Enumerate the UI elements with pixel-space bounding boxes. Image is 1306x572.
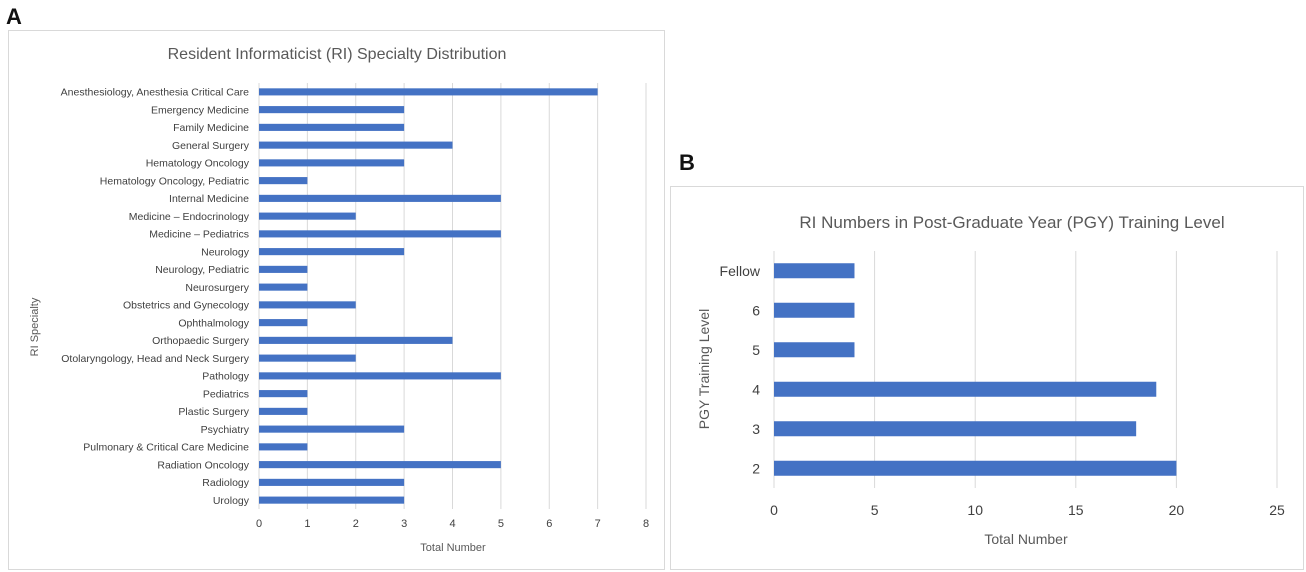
bar bbox=[259, 478, 405, 486]
specialty-x-axis-label: Total Number bbox=[420, 542, 486, 554]
pgy-chart-title: RI Numbers in Post-Graduate Year (PGY) T… bbox=[799, 213, 1224, 232]
category-label: Family Medicine bbox=[173, 122, 249, 134]
specialty-y-axis-label: RI Specialty bbox=[29, 297, 41, 356]
bar bbox=[259, 461, 501, 469]
bar bbox=[259, 177, 308, 185]
pgy-chart-svg: RI Numbers in Post-Graduate Year (PGY) T… bbox=[696, 213, 1285, 547]
x-tick-label: 2 bbox=[353, 518, 359, 530]
bar bbox=[259, 496, 405, 504]
bar bbox=[774, 263, 855, 279]
category-label: 5 bbox=[752, 342, 760, 358]
bar bbox=[259, 159, 405, 167]
bar bbox=[774, 460, 1177, 476]
x-tick-label: 1 bbox=[304, 518, 310, 530]
category-label: Medicine – Endocrinology bbox=[129, 211, 250, 223]
bar bbox=[259, 443, 308, 451]
bar bbox=[259, 336, 453, 344]
category-label: Otolaryngology, Head and Neck Surgery bbox=[61, 353, 249, 365]
x-tick-label: 4 bbox=[449, 518, 455, 530]
bar bbox=[259, 354, 356, 362]
category-label: 6 bbox=[752, 302, 760, 318]
bar bbox=[259, 141, 453, 149]
x-tick-label: 10 bbox=[967, 502, 983, 518]
category-label: Radiation Oncology bbox=[157, 459, 249, 471]
category-label: Anesthesiology, Anesthesia Critical Care bbox=[61, 87, 249, 99]
specialty-chart-title: Resident Informaticist (RI) Specialty Di… bbox=[168, 46, 507, 63]
bar bbox=[259, 265, 308, 273]
category-label: Neurosurgery bbox=[185, 282, 249, 294]
category-label: Plastic Surgery bbox=[178, 406, 249, 418]
category-label: General Surgery bbox=[172, 140, 250, 152]
category-label: Pathology bbox=[202, 371, 249, 383]
category-label: Hematology Oncology bbox=[146, 158, 250, 170]
bar bbox=[259, 283, 308, 291]
specialty-chart-svg: Resident Informaticist (RI) Specialty Di… bbox=[29, 46, 649, 554]
bar bbox=[774, 342, 855, 358]
category-label: 3 bbox=[752, 421, 760, 437]
x-tick-label: 8 bbox=[643, 518, 649, 530]
pgy-chart: RI Numbers in Post-Graduate Year (PGY) T… bbox=[670, 186, 1304, 570]
category-label: 4 bbox=[752, 381, 760, 397]
pgy-x-axis-label: Total Number bbox=[984, 531, 1068, 547]
bar bbox=[259, 390, 308, 398]
x-tick-label: 3 bbox=[401, 518, 407, 530]
category-label: Ophthalmology bbox=[178, 317, 249, 329]
category-label: 2 bbox=[752, 460, 760, 476]
category-label: Radiology bbox=[202, 477, 249, 489]
category-label: Internal Medicine bbox=[169, 193, 249, 205]
bar bbox=[774, 421, 1137, 437]
x-tick-label: 7 bbox=[595, 518, 601, 530]
category-label: Urology bbox=[213, 495, 250, 507]
category-label: Orthopaedic Surgery bbox=[152, 335, 250, 347]
category-label: Pediatrics bbox=[203, 388, 249, 400]
category-label: Neurology, Pediatric bbox=[155, 264, 249, 276]
bar bbox=[259, 106, 405, 114]
bar bbox=[259, 301, 356, 309]
category-label: Emergency Medicine bbox=[151, 104, 249, 116]
category-label: Neurology bbox=[201, 246, 250, 258]
x-tick-label: 0 bbox=[256, 518, 262, 530]
bar bbox=[259, 319, 308, 327]
bar bbox=[259, 372, 501, 380]
category-label: Hematology Oncology, Pediatric bbox=[100, 175, 249, 187]
bar bbox=[259, 407, 308, 415]
category-label: Medicine – Pediatrics bbox=[149, 229, 249, 241]
pgy-y-axis-label: PGY Training Level bbox=[696, 309, 712, 429]
bar bbox=[774, 302, 855, 318]
x-tick-label: 20 bbox=[1169, 502, 1185, 518]
x-tick-label: 25 bbox=[1269, 502, 1285, 518]
category-label: Obstetrics and Gynecology bbox=[123, 300, 250, 312]
x-tick-label: 5 bbox=[498, 518, 504, 530]
bar bbox=[259, 212, 356, 220]
x-tick-label: 5 bbox=[871, 502, 879, 518]
x-tick-label: 15 bbox=[1068, 502, 1084, 518]
category-label: Pulmonary & Critical Care Medicine bbox=[83, 442, 249, 454]
panel-a-label: A bbox=[6, 4, 22, 29]
bar bbox=[259, 248, 405, 256]
bar bbox=[774, 381, 1157, 397]
bar bbox=[259, 88, 598, 96]
panel-b-label: B bbox=[679, 150, 695, 175]
bar bbox=[259, 194, 501, 202]
category-label: Psychiatry bbox=[201, 424, 250, 436]
specialty-chart: Resident Informaticist (RI) Specialty Di… bbox=[8, 30, 665, 570]
bar bbox=[259, 123, 405, 131]
category-label: Fellow bbox=[720, 263, 761, 279]
x-tick-label: 0 bbox=[770, 502, 778, 518]
bar bbox=[259, 230, 501, 238]
x-tick-label: 6 bbox=[546, 518, 552, 530]
bar bbox=[259, 425, 405, 433]
